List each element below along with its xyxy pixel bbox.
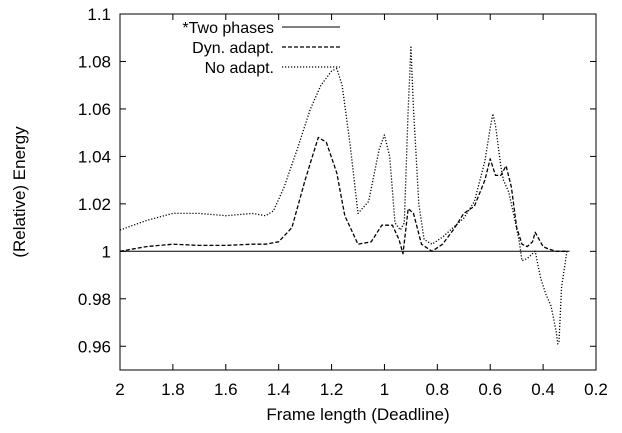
- x-tick-label: 0.6: [478, 380, 502, 399]
- x-tick-label: 0.4: [531, 380, 555, 399]
- x-tick-label: 0.2: [584, 380, 608, 399]
- x-tick-label: 2: [115, 380, 124, 399]
- x-tick-label: 1.2: [320, 380, 344, 399]
- series-lines: [119, 46, 570, 345]
- y-tick-label: 1.02: [78, 195, 111, 214]
- y-tick-label: 1.08: [78, 52, 111, 71]
- x-axis-label: Frame length (Deadline): [266, 405, 449, 424]
- y-tick-label: 0.96: [78, 337, 111, 356]
- series-line-dashed: [119, 136, 567, 255]
- x-tick-label: 1.4: [267, 380, 291, 399]
- plot-frame: [119, 13, 597, 371]
- legend-label: *Two phases: [182, 20, 274, 37]
- y-tick-label: 1.1: [87, 5, 111, 24]
- axis-ticks: 2 1.8 1.6 1.4 1.2 1 0.8 0.6 0.4 0.2 0.96 0.98 1 1.02 1…: [78, 5, 608, 399]
- legend-label: Dyn. adapt.: [192, 40, 274, 57]
- x-tick-label: 1.6: [214, 380, 238, 399]
- series-line-dotted: [119, 46, 568, 345]
- y-tick-label: 0.98: [78, 290, 111, 309]
- y-tick-label: 1.06: [78, 100, 111, 119]
- y-tick-label: 1: [102, 242, 111, 261]
- y-axis-label: (Relative) Energy: [10, 126, 29, 258]
- x-tick-label: 1: [380, 380, 389, 399]
- x-tick-label: 1.8: [161, 380, 185, 399]
- legend-label: No adapt.: [205, 60, 274, 77]
- x-tick-label: 0.8: [426, 380, 450, 399]
- legend: *Two phases Dyn. adapt. No adapt.: [182, 20, 340, 77]
- y-tick-label: 1.04: [78, 147, 111, 166]
